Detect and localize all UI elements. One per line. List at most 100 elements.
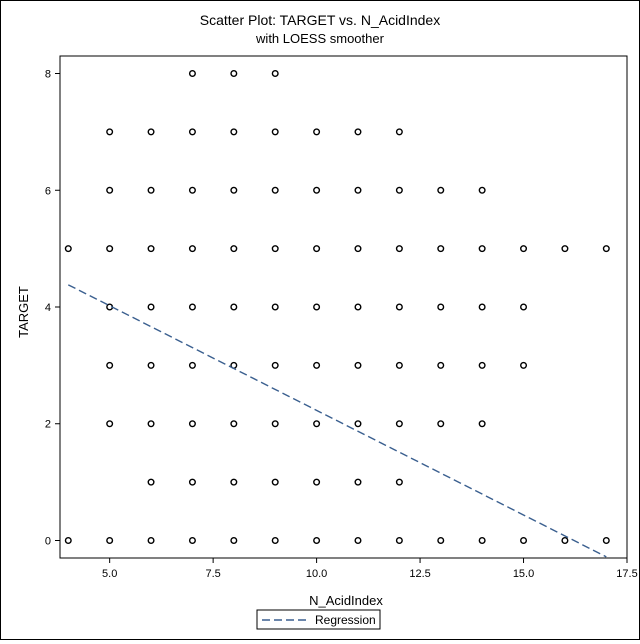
data-point (271, 245, 279, 253)
data-point (437, 186, 445, 194)
data-point (106, 186, 114, 194)
data-point (147, 186, 155, 194)
data-point (354, 245, 362, 253)
data-point (354, 128, 362, 136)
data-point (271, 186, 279, 194)
data-point (188, 70, 196, 78)
data-point (602, 245, 610, 253)
data-point (188, 536, 196, 544)
data-point (313, 420, 321, 428)
data-point (395, 303, 403, 311)
x-tick-label: 10.0 (306, 568, 327, 580)
data-point (313, 245, 321, 253)
data-point (230, 245, 238, 253)
data-point (106, 420, 114, 428)
data-point (354, 186, 362, 194)
data-point (230, 70, 238, 78)
data-point (313, 303, 321, 311)
data-point (313, 128, 321, 136)
data-point (478, 245, 486, 253)
x-tick-label: 15.0 (513, 568, 534, 580)
legend-regression-label: Regression (315, 613, 376, 627)
data-point (230, 478, 238, 486)
data-point (147, 128, 155, 136)
data-point (520, 361, 528, 369)
data-point (437, 245, 445, 253)
x-tick-label: 17.5 (616, 568, 637, 580)
data-point (395, 186, 403, 194)
data-point (478, 536, 486, 544)
data-point (478, 186, 486, 194)
data-point (106, 361, 114, 369)
y-tick-label: 8 (45, 69, 51, 81)
data-point (395, 245, 403, 253)
y-tick-label: 0 (45, 535, 51, 547)
data-point (147, 420, 155, 428)
data-point (147, 303, 155, 311)
legend: Regression (256, 609, 381, 630)
legend-box (256, 609, 381, 630)
y-tick-label: 6 (45, 185, 51, 197)
data-point (147, 361, 155, 369)
data-point (395, 536, 403, 544)
x-axis-label: N_AcidIndex (309, 593, 383, 608)
x-tick-label: 12.5 (409, 568, 430, 580)
y-tick-label: 2 (45, 419, 51, 431)
data-point (64, 245, 72, 253)
data-point (230, 128, 238, 136)
data-point (520, 303, 528, 311)
data-point (602, 536, 610, 544)
data-point (354, 420, 362, 428)
chart-title: Scatter Plot: TARGET vs. N_AcidIndex (200, 12, 440, 28)
data-point (230, 186, 238, 194)
data-point (313, 478, 321, 486)
data-point (106, 245, 114, 253)
data-point (437, 361, 445, 369)
data-point (313, 536, 321, 544)
data-point (271, 303, 279, 311)
data-point (230, 303, 238, 311)
x-tick-label: 5.0 (102, 568, 117, 580)
data-point (106, 536, 114, 544)
y-axis-label: TARGET (16, 286, 31, 338)
data-point (271, 420, 279, 428)
data-point (354, 478, 362, 486)
data-point (271, 478, 279, 486)
data-point (188, 420, 196, 428)
data-point (147, 536, 155, 544)
data-point (437, 536, 445, 544)
regression-line (67, 284, 607, 558)
data-point (147, 478, 155, 486)
data-point (147, 245, 155, 253)
data-point (188, 361, 196, 369)
data-point (395, 128, 403, 136)
y-tick-label: 4 (45, 302, 51, 314)
data-point (478, 420, 486, 428)
regression-lines (67, 284, 607, 558)
data-point (520, 245, 528, 253)
data-point (106, 128, 114, 136)
data-point (313, 361, 321, 369)
data-point (271, 536, 279, 544)
data-point (395, 420, 403, 428)
data-point (188, 478, 196, 486)
data-point (230, 420, 238, 428)
data-point (271, 361, 279, 369)
data-point (271, 128, 279, 136)
data-point (188, 303, 196, 311)
x-tick-label: 7.5 (205, 568, 220, 580)
data-point (561, 536, 569, 544)
data-point (313, 186, 321, 194)
data-point (271, 70, 279, 78)
data-point (188, 186, 196, 194)
data-point (188, 128, 196, 136)
plot-area (59, 55, 628, 559)
data-point (561, 245, 569, 253)
x-axis: 5.0 7.5 10.0 12.5 15.0 17.5 (102, 558, 638, 580)
data-point (354, 536, 362, 544)
chart-subtitle: with LOESS smoother (255, 31, 385, 46)
data-point (520, 536, 528, 544)
data-point (437, 303, 445, 311)
